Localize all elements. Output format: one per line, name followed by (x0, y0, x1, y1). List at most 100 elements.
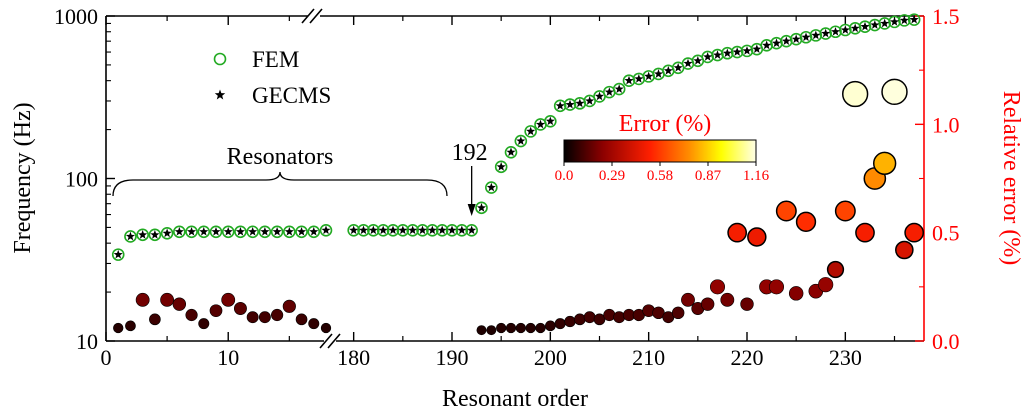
error-point (209, 304, 223, 318)
gecms-point (174, 226, 184, 236)
gecms-points (113, 14, 919, 259)
fem-point (283, 225, 296, 239)
error-point (795, 211, 817, 233)
axis-break-mark (327, 333, 341, 349)
fem-point (721, 46, 734, 60)
gecms-point (506, 147, 516, 157)
gecms-point (604, 87, 614, 97)
gecms-point (703, 52, 713, 61)
gecms-point (486, 182, 496, 192)
gecms-point (791, 34, 801, 44)
error-point (818, 277, 834, 293)
gecms-point (545, 116, 555, 126)
error-point (496, 322, 507, 334)
gecms-point (673, 63, 683, 72)
fem-point (711, 48, 724, 62)
axis-break-mark (309, 8, 323, 24)
fem-point (367, 223, 380, 237)
fem-point (848, 22, 862, 35)
gecms-point (437, 225, 447, 235)
gecms-point (496, 162, 506, 171)
error-point (113, 322, 124, 334)
gecms-point (516, 136, 526, 145)
fem-point (898, 14, 911, 27)
fem-point (221, 225, 235, 239)
gecms-point (476, 203, 487, 212)
fem-point (445, 223, 459, 237)
gecms-point (272, 226, 282, 236)
fem-point (386, 223, 400, 237)
gecms-point (801, 32, 811, 42)
y-left-tick-label: 10 (76, 329, 98, 354)
y-right-tick-label: 0.0 (932, 329, 960, 354)
gecms-point (398, 225, 408, 235)
gecms-point (762, 40, 772, 50)
legend-fem-marker (213, 52, 227, 66)
colorbar-tick-label: 0.29 (599, 168, 625, 184)
axis-break-mark (301, 8, 315, 24)
error-point (834, 200, 856, 222)
colorbar-title: Error (%) (619, 111, 712, 137)
error-point (233, 302, 247, 315)
x-tick-label: 220 (731, 345, 764, 370)
gecms-point (634, 74, 644, 83)
error-point (747, 227, 767, 247)
error-point (505, 322, 517, 334)
error-point (720, 292, 735, 307)
error-point (198, 318, 210, 330)
gecms-point (575, 98, 585, 108)
gecms-point (211, 226, 221, 236)
error-point (613, 311, 626, 324)
colorbar-tick-label: 0.0 (555, 168, 574, 184)
x-tick-label: 230 (829, 345, 862, 370)
gecms-point (880, 18, 890, 28)
gecms-point (899, 15, 909, 25)
fem-point (246, 225, 259, 239)
colorbar-tick-label: 0.87 (695, 168, 722, 184)
error-point (681, 292, 695, 307)
error-points (113, 78, 925, 336)
fem-point (426, 223, 439, 237)
fem-point (347, 223, 360, 237)
fem-point (406, 223, 419, 237)
gecms-point (235, 226, 246, 236)
fem-point (136, 228, 149, 242)
x-axis-label: Resonant order (442, 386, 588, 412)
gecms-point (909, 14, 919, 24)
error-point (768, 279, 784, 295)
fem-point (809, 29, 823, 42)
fem-point (730, 45, 744, 59)
fem-point (524, 125, 537, 138)
error-point (826, 260, 845, 279)
fem-point (553, 99, 567, 113)
fem-point (465, 223, 478, 237)
gecms-point (585, 96, 595, 105)
error-point (709, 279, 725, 295)
error-point (881, 78, 908, 106)
error-point (221, 292, 236, 307)
fem-points (111, 13, 921, 261)
error-point (841, 80, 869, 108)
x-tick-label: 200 (534, 345, 567, 370)
axis-break-mark (319, 333, 333, 349)
fem-point (868, 18, 882, 32)
error-point (554, 318, 566, 330)
x-tick-label: 210 (632, 345, 665, 370)
gecms-point (821, 28, 831, 38)
gecms-point (358, 225, 369, 235)
error-point (775, 200, 797, 222)
gecms-point (771, 38, 782, 48)
gecms-point (811, 30, 821, 40)
gecms-point (644, 71, 654, 81)
gecms-point (321, 225, 331, 235)
x-tick-label: 10 (217, 345, 239, 370)
error-point (271, 308, 284, 322)
error-point (904, 222, 925, 243)
gecms-point (309, 226, 319, 236)
axis-ticks: 0 10 180 190 200 210 220 2301010010000.00.51.01… (10, 4, 1022, 412)
y-left-tick-label: 1000 (54, 4, 98, 29)
gecms-point (199, 226, 209, 236)
error-point (895, 240, 914, 260)
gecms-point (260, 226, 270, 236)
fem-point (396, 223, 410, 237)
